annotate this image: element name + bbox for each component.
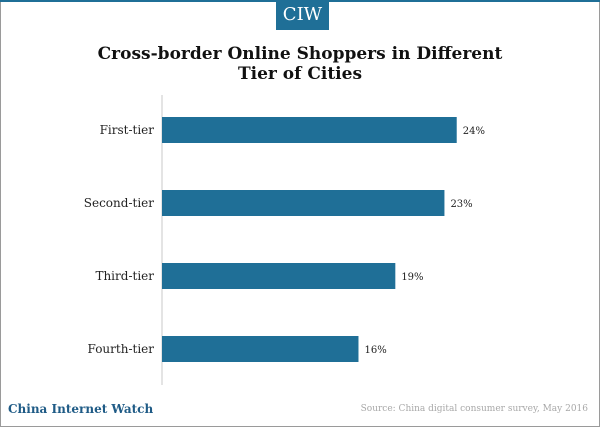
category-label-fourth-tier: Fourth-tier [88, 342, 155, 356]
footer-brand-name: China Internet Watch [8, 402, 154, 416]
bar-third-tier [162, 263, 396, 289]
value-label-fourth-tier: 16% [364, 345, 386, 356]
bar-second-tier [162, 190, 445, 216]
bar-fourth-tier [162, 336, 359, 362]
chart-title-line-1: Cross-border Online Shoppers in Differen… [97, 44, 503, 64]
value-label-second-tier: 23% [450, 199, 472, 210]
category-label-third-tier: Third-tier [95, 269, 154, 283]
category-label-second-tier: Second-tier [84, 196, 154, 210]
chart-title: Cross-border Online Shoppers in Differen… [80, 44, 520, 84]
footer-source-note: Source: China digital consumer survey, M… [360, 404, 588, 414]
value-label-third-tier: 19% [401, 272, 423, 283]
ciw-logo: CIW [276, 0, 329, 30]
value-label-first-tier: 24% [463, 126, 485, 137]
chart-title-line-2: Tier of Cities [237, 64, 363, 84]
category-label-first-tier: First-tier [100, 123, 155, 137]
bar-first-tier [162, 117, 457, 143]
